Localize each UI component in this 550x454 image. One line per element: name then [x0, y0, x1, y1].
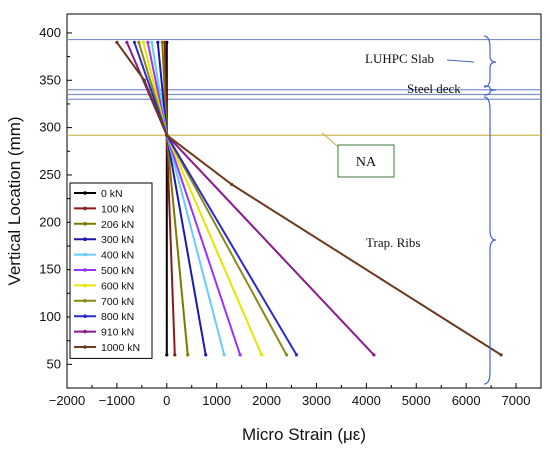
legend-marker-10: [83, 345, 87, 349]
series-1-point-0: [163, 40, 167, 45]
legend-marker-3: [83, 237, 87, 241]
series-3-point-0: [156, 40, 160, 45]
y-tick-label-7: 400: [39, 25, 61, 40]
legend-entry-5: 500 kN: [101, 265, 134, 277]
x-tick-label-6: 4000: [352, 393, 381, 408]
legend-entry-0: 0 kN: [101, 188, 123, 200]
series-1-point-2: [173, 353, 177, 357]
x-tick-label-9: 7000: [502, 393, 531, 408]
series-8-point-0: [132, 40, 136, 45]
legend: 0 kN 100 kN 206 kN 300 kN 400 kN 500 kN 600 kN…: [69, 182, 153, 359]
x-axis-title: Micro Strain (με): [242, 425, 366, 444]
series-10-point-0: [115, 40, 119, 45]
legend-entry-6: 600 kN: [101, 280, 134, 292]
plot-area: [66, 13, 542, 389]
series-10-point-4: [499, 353, 503, 357]
x-axis-ticks: −2000 −1000 0 1000 2000 3000 4000 5000 6000 7000: [49, 383, 531, 408]
legend-marker-6: [83, 283, 87, 288]
legend-entry-10: 1000 kN: [101, 342, 140, 354]
series-6-point-2: [259, 353, 264, 357]
series-lines: [115, 40, 503, 357]
legend-marker-1: [83, 206, 87, 211]
series-8-point-2: [294, 353, 299, 357]
y-axis-ticks: 50 100 150 200 250 300 350 400: [39, 25, 72, 371]
x-tick-label-0: −2000: [49, 393, 86, 408]
series-0-point-2: [165, 353, 169, 357]
series-4-point-2: [222, 353, 226, 357]
y-tick-label-1: 100: [39, 309, 61, 324]
y-axis-title: Vertical Location (mm): [5, 116, 24, 285]
x-tick-label-1: −1000: [99, 393, 136, 408]
layer-lines: [67, 38, 541, 100]
series-2-point-0: [160, 40, 164, 45]
legend-marker-0: [83, 191, 87, 195]
series-9-point-2: [372, 353, 376, 357]
series-3-point-2: [204, 353, 208, 357]
y-tick-label-6: 350: [39, 72, 61, 87]
na-box: [337, 144, 395, 178]
deck-brace: [483, 85, 497, 96]
deck-label: Steel deck: [407, 81, 461, 96]
series-7-point-0: [137, 40, 141, 45]
legend-entry-9: 910 kN: [101, 327, 134, 339]
y-tick-label-4: 250: [39, 167, 61, 182]
slab-label: LUHPC Slab: [365, 51, 434, 66]
y-tick-label-5: 300: [39, 120, 61, 135]
y-tick-label-3: 200: [39, 214, 61, 229]
series-6-point-0: [141, 40, 145, 45]
series-5-point-0: [146, 40, 150, 45]
series-7-point-2: [284, 353, 289, 357]
legend-entry-8: 800 kN: [101, 311, 134, 323]
legend-entry-4: 400 kN: [101, 250, 134, 262]
x-tick-label-8: 6000: [452, 393, 481, 408]
ribs-brace: [483, 96, 497, 385]
y-tick-label-2: 150: [39, 262, 61, 277]
series-2-point-2: [186, 353, 190, 357]
legend-entry-7: 700 kN: [101, 296, 134, 308]
legend-marker-7: [83, 299, 87, 303]
series-10-point-2: [165, 133, 169, 137]
slab-leader: [446, 59, 475, 63]
layer-braces: [483, 35, 497, 385]
x-tick-label-4: 2000: [252, 393, 281, 408]
x-tick-label-2: 0: [163, 393, 170, 408]
legend-marker-9: [83, 329, 87, 334]
legend-entry-1: 100 kN: [101, 203, 134, 215]
na-label: NA: [356, 155, 377, 170]
x-tick-label-5: 3000: [302, 393, 331, 408]
series-5-point-2: [238, 353, 242, 357]
ribs-label: Trap. Ribs: [366, 235, 420, 250]
x-tick-label-7: 5000: [402, 393, 431, 408]
series-10-point-1: [142, 78, 146, 82]
slab-brace: [483, 35, 497, 88]
legend-marker-2: [83, 222, 87, 226]
series-4-point-0: [150, 40, 154, 45]
series-9-point-0: [125, 40, 129, 45]
legend-entry-3: 300 kN: [101, 234, 134, 246]
x-tick-label-3: 1000: [202, 393, 231, 408]
series-10-point-3: [230, 182, 234, 187]
legend-marker-4: [83, 252, 87, 257]
legend-marker-5: [83, 268, 87, 272]
y-tick-label-0: 50: [47, 356, 61, 371]
legend-marker-8: [83, 314, 87, 319]
legend-entry-2: 206 kN: [101, 219, 134, 231]
